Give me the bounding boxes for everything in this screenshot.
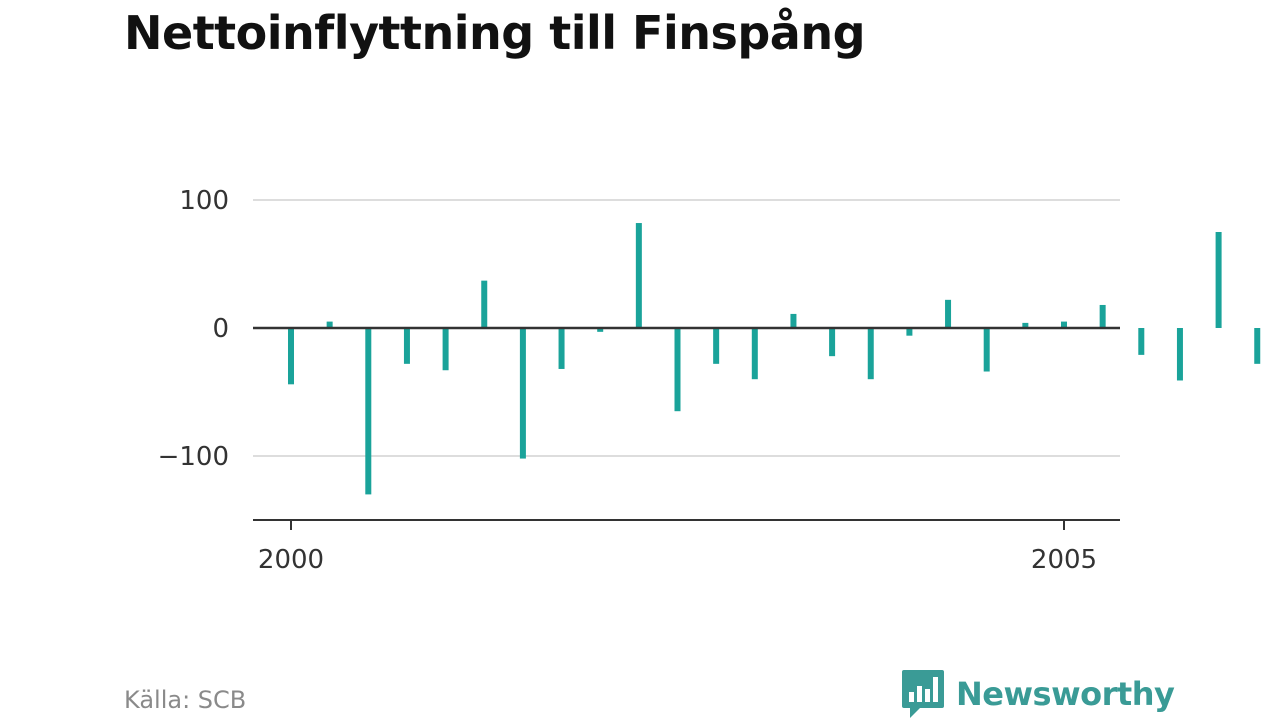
bar [867,328,874,380]
bar [1022,322,1029,328]
bar [751,328,758,380]
bar [1061,321,1067,328]
bar [288,328,294,385]
y-tick-label: 100 [179,186,229,216]
bar [1099,304,1106,328]
bar [558,328,565,369]
y-tick-label: −100 [158,442,229,472]
bars [288,223,1261,495]
x-axis: 200020052010201520202025 [253,326,1120,575]
bar [674,328,681,412]
y-axis-labels: 100 0 −100 [158,186,229,472]
bar [1176,328,1183,381]
bar [442,328,449,371]
bar [906,328,913,336]
bar [403,328,410,364]
bar [1138,328,1145,355]
chart-title: Nettoinflyttning till Finspång [124,6,866,60]
bar [481,280,488,328]
bar [829,328,836,357]
newsworthy-chart-bubble-icon [902,670,944,718]
bar [597,328,604,332]
bar [1254,328,1261,364]
y-tick-label: 0 [212,314,229,344]
newsworthy-logo: Newsworthy [900,668,1175,720]
x-tick-label: 2000 [258,545,324,575]
bar [713,328,720,364]
bar [365,328,372,495]
bar [983,328,990,372]
bar [519,328,526,459]
bar [326,321,333,328]
source-label: Källa: SCB [124,686,247,714]
bar [1215,232,1222,328]
logo-text: Newsworthy [956,675,1175,713]
bar [945,299,952,328]
x-tick-label: 2005 [1031,545,1097,575]
bar [635,223,642,328]
grid-lines [253,199,1120,457]
bar [790,313,797,328]
